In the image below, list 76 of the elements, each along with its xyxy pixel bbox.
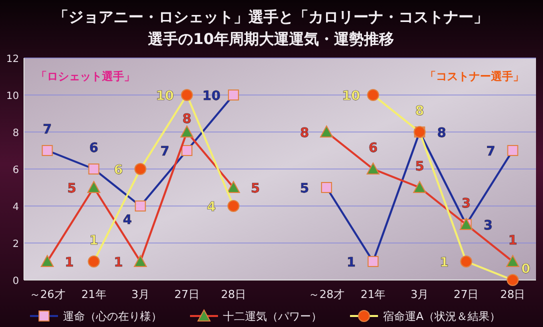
x-tick-label: 28日 [500,288,526,301]
data-label: 3 [462,196,471,212]
point [87,181,100,193]
y-tick-label: 6 [12,165,19,176]
legend-label: 十二運気（パワー） [223,310,322,323]
point [413,181,426,193]
data-label: 10 [156,89,174,104]
y-tick-label: 4 [12,202,19,213]
x-tick-label: 27日 [454,288,479,301]
data-label: 1 [89,234,98,248]
point [180,126,194,138]
point [134,255,147,267]
data-label: 1 [114,256,123,270]
point [134,163,146,175]
data-label: 1 [440,256,449,270]
point [42,145,53,156]
data-label: 8 [300,126,310,141]
point [367,89,380,101]
chart-title: 「ジョアニー・ロシェット」選手と「カロリーナ・コストナー」 [54,8,488,26]
point [321,182,332,193]
y-tick-label: 8 [12,128,19,139]
point [180,89,193,101]
data-label: 6 [89,141,98,156]
data-label: 1 [508,234,518,248]
point [226,181,240,193]
point [228,90,239,100]
data-label: 0 [521,262,530,277]
y-tick-label: 2 [12,239,19,250]
y-tick-label: 0 [12,276,19,287]
x-tick-label: 3月 [410,288,429,301]
data-label: 5 [300,182,310,196]
data-label: 3 [484,218,493,234]
data-label: 7 [486,144,496,160]
point [88,256,100,268]
y-tick-label: 12 [6,54,19,65]
point [366,162,380,174]
data-label: 4 [122,213,132,228]
data-label: 5 [415,160,424,174]
chart-subtitle: 選手の10年周期大運運気・運勢推移 [147,30,394,48]
point [460,256,472,268]
annotation: 「ロシェット選手」 [36,70,135,83]
y-tick-label: 10 [6,91,19,102]
point [368,256,379,267]
point [506,255,520,267]
x-tick-label: 27日 [174,288,200,301]
data-label: 7 [42,122,52,138]
x-tick-label: 21年 [360,288,386,301]
point [134,200,146,212]
data-label: 5 [250,182,260,196]
point [181,145,192,156]
x-tick-label: 21年 [81,288,106,301]
data-label: 6 [114,163,123,178]
x-tick-label: ～28才 [308,288,345,301]
data-label: 1 [64,256,74,270]
x-tick-label: 28日 [220,288,246,301]
data-label: 5 [67,182,76,196]
data-label: 4 [206,200,216,215]
point [320,126,334,138]
x-tick-label: 3月 [131,288,150,301]
point [227,200,240,212]
data-label: 8 [415,104,424,119]
data-label: 8 [437,126,446,141]
x-tick-label: ～26才 [29,288,66,301]
point [507,145,518,156]
data-label: 10 [202,89,220,104]
point [506,274,519,286]
data-label: 10 [342,89,360,104]
annotation: 「コストナー選手」 [425,70,524,83]
data-label: 6 [368,141,378,156]
point [40,255,54,267]
point [88,164,100,174]
data-label: 8 [182,112,192,127]
legend-label: 運命（心の在り様） [63,310,162,323]
legend-label: 宿命運A（状況＆結果） [383,310,501,323]
data-label: 1 [346,256,356,270]
data-label: 7 [160,144,170,160]
